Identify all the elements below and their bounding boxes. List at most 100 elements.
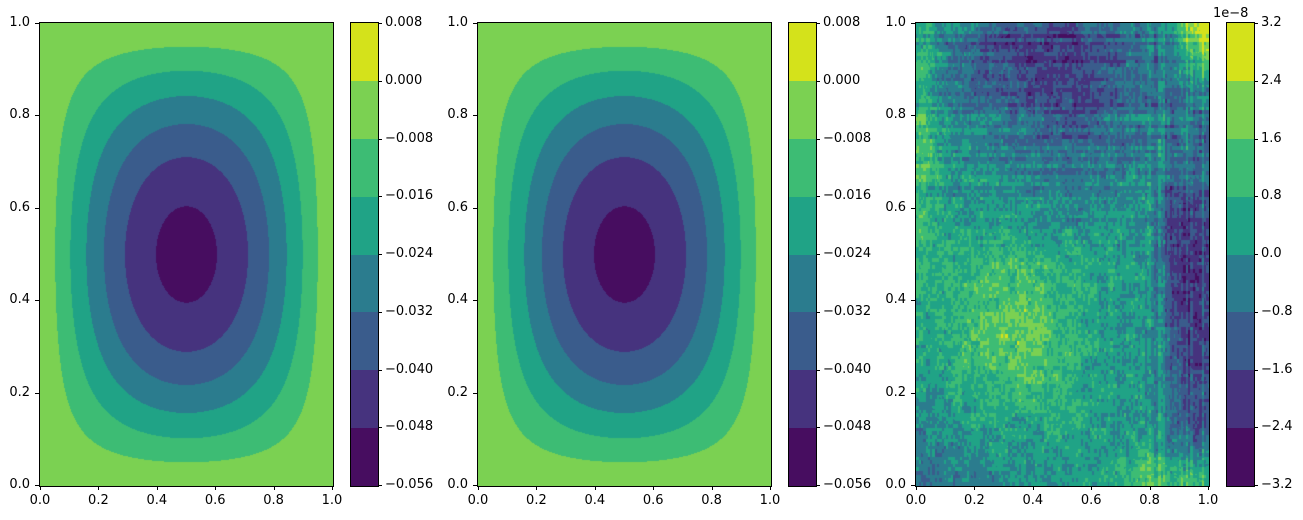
colorbar-tick — [378, 80, 382, 82]
colorbar-tick — [1254, 311, 1258, 313]
x-tick — [215, 486, 217, 490]
colorbar-tick-label: 1.6 — [1261, 130, 1282, 146]
x-tick-label: 0.2 — [526, 493, 547, 508]
colorbar-tick — [816, 80, 820, 82]
y-tick-label: 0.8 — [447, 107, 468, 123]
plot-frame — [39, 22, 334, 487]
y-tick — [473, 115, 477, 117]
colorbar-band — [351, 254, 378, 313]
y-tick — [35, 23, 39, 24]
colorbar-band — [351, 138, 378, 197]
y-tick-label: 0.2 — [447, 384, 468, 400]
colorbar-tick — [816, 138, 820, 140]
y-tick — [911, 392, 915, 394]
right-error-plot-canvas — [916, 23, 1209, 486]
colorbar-band — [1227, 428, 1254, 486]
y-tick — [473, 300, 477, 302]
x-tick-label: 0.0 — [467, 493, 489, 508]
y-tick — [911, 485, 915, 486]
colorbar-tick — [378, 138, 382, 140]
y-tick-label: 1.0 — [447, 15, 468, 30]
x-tick — [711, 486, 713, 490]
y-tick — [911, 207, 915, 209]
x-tick-label: 0.8 — [1139, 493, 1160, 508]
x-tick — [1032, 486, 1034, 490]
colorbar-tick — [378, 485, 382, 486]
colorbar-tick — [816, 196, 820, 198]
colorbar-tick-label: −0.8 — [1261, 303, 1293, 319]
colorbar-band — [1227, 312, 1254, 371]
x-tick — [1149, 486, 1151, 490]
colorbar-tick — [816, 369, 820, 371]
colorbar-tick-label: 0.008 — [385, 15, 423, 30]
colorbar-band — [351, 196, 378, 255]
x-tick-label: 0.6 — [1080, 493, 1102, 508]
y-tick — [473, 392, 477, 394]
y-tick-label: 0.4 — [885, 292, 906, 308]
y-tick-label: 0.0 — [885, 477, 906, 492]
colorbar-tick-label: 0.000 — [385, 72, 423, 88]
colorbar-tick — [1254, 369, 1258, 371]
colorbar-band — [1227, 23, 1254, 81]
colorbar-tick — [1254, 138, 1258, 140]
colorbar-tick — [378, 427, 382, 429]
colorbar-tick-label: −2.4 — [1261, 419, 1293, 435]
colorbar-tick — [816, 427, 820, 429]
colorbar-band — [789, 80, 816, 139]
x-tick — [974, 486, 976, 490]
colorbar-tick-label: 2.4 — [1261, 72, 1282, 88]
y-tick-label: 0.6 — [447, 199, 468, 215]
colorbar — [1226, 22, 1255, 487]
x-tick-label: 0.8 — [263, 493, 284, 508]
colorbar-tick — [378, 254, 382, 255]
colorbar-tick — [1254, 254, 1258, 255]
colorbar-band — [351, 428, 378, 486]
x-tick-label: 0.4 — [146, 493, 168, 508]
x-tick-label: 0.2 — [964, 493, 985, 508]
colorbar-tick — [1254, 485, 1258, 486]
plot-frame — [477, 22, 772, 487]
colorbar-band — [789, 23, 816, 81]
x-tick — [273, 486, 275, 490]
y-tick-label: 0.2 — [885, 384, 906, 400]
y-tick-label: 0.8 — [885, 107, 906, 123]
y-tick — [911, 115, 915, 117]
x-tick — [916, 486, 917, 490]
colorbar-tick-label: −0.048 — [823, 419, 872, 435]
colorbar-tick-label: 0.8 — [1261, 188, 1282, 204]
x-tick — [594, 486, 596, 490]
colorbar — [788, 22, 817, 487]
colorbar-band — [789, 428, 816, 486]
colorbar-band — [351, 23, 378, 81]
x-tick — [40, 486, 41, 490]
x-tick — [653, 486, 655, 490]
y-tick — [911, 300, 915, 302]
x-tick — [156, 486, 158, 490]
colorbar-tick-label: −0.016 — [385, 188, 434, 204]
y-tick — [911, 23, 915, 24]
x-tick-label: 1.0 — [321, 493, 343, 508]
x-tick-label: 0.4 — [584, 493, 606, 508]
colorbar-band — [789, 196, 816, 255]
y-tick-label: 0.6 — [9, 199, 30, 215]
x-tick — [478, 486, 479, 490]
x-tick-label: 0.2 — [88, 493, 109, 508]
colorbar-band — [1227, 196, 1254, 255]
x-tick-label: 0.4 — [1022, 493, 1044, 508]
y-tick — [473, 485, 477, 486]
colorbar-tick-label: −0.040 — [385, 361, 434, 377]
colorbar-tick-label: −0.040 — [823, 361, 872, 377]
y-tick-label: 1.0 — [9, 15, 30, 30]
y-tick-label: 0.8 — [9, 107, 30, 123]
y-tick — [35, 115, 39, 117]
colorbar-tick — [816, 485, 820, 486]
y-tick-label: 0.2 — [9, 384, 30, 400]
colorbar-tick-label: −3.2 — [1261, 477, 1293, 492]
colorbar-band — [789, 138, 816, 197]
y-tick-label: 0.6 — [885, 199, 906, 215]
colorbar-tick-label: −0.032 — [823, 303, 872, 319]
colorbar-tick — [816, 311, 820, 313]
x-tick-label: 0.8 — [701, 493, 722, 508]
colorbar-tick — [378, 196, 382, 198]
colorbar-band — [351, 370, 378, 429]
